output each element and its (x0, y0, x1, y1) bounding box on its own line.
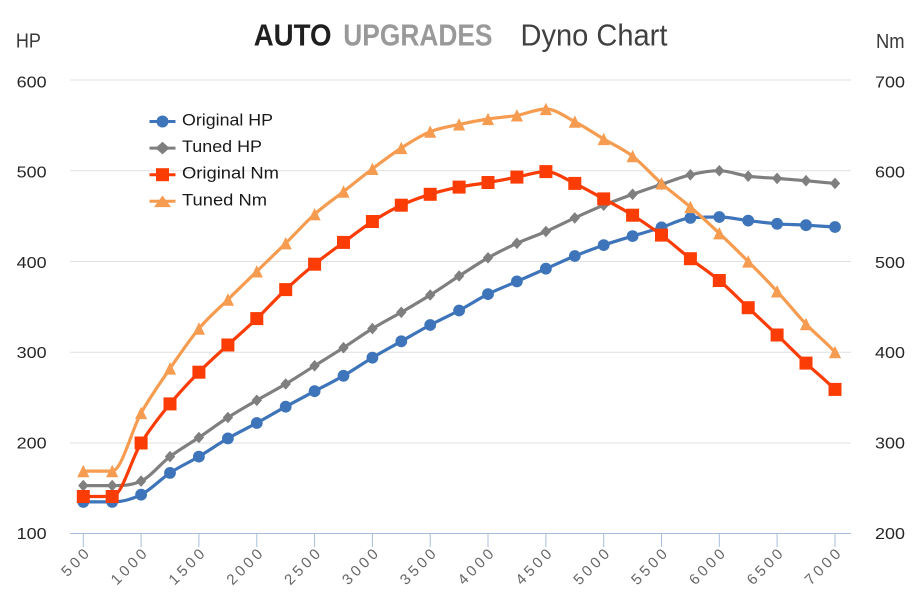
svg-text:Tuned HP: Tuned HP (182, 138, 262, 156)
svg-text:200: 200 (17, 436, 47, 453)
svg-text:600: 600 (875, 165, 905, 182)
svg-text:400: 400 (875, 345, 905, 362)
svg-text:500: 500 (875, 255, 905, 272)
svg-text:Tuned Nm: Tuned Nm (182, 191, 267, 209)
svg-text:100: 100 (17, 526, 47, 543)
svg-text:Dyno Chart: Dyno Chart (521, 18, 668, 53)
svg-text:UPGRADES: UPGRADES (343, 18, 492, 53)
svg-text:600: 600 (17, 74, 47, 91)
svg-text:400: 400 (17, 255, 47, 272)
svg-text:Nm: Nm (876, 31, 905, 53)
svg-text:Original Nm: Original Nm (182, 165, 279, 183)
svg-text:AUTO: AUTO (254, 18, 332, 53)
svg-text:Original HP: Original HP (182, 112, 273, 130)
svg-text:300: 300 (875, 436, 905, 453)
svg-text:700: 700 (875, 74, 905, 91)
svg-text:HP: HP (16, 30, 41, 52)
svg-text:500: 500 (17, 165, 47, 182)
svg-text:300: 300 (17, 345, 47, 362)
svg-text:200: 200 (875, 526, 905, 543)
